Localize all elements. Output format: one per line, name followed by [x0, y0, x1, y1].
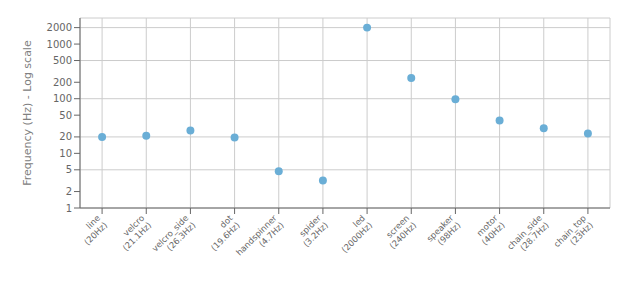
svg-text:5: 5: [66, 164, 72, 175]
svg-text:screen(240Hz): screen(240Hz): [380, 213, 418, 251]
svg-text:velcro_side(26.3Hz): velcro_side(26.3Hz): [150, 213, 198, 261]
svg-text:chain_side(28.7Hz): chain_side(28.7Hz): [505, 213, 551, 259]
svg-text:500: 500: [53, 55, 72, 66]
svg-text:speaker(98Hz): speaker(98Hz): [425, 213, 463, 251]
svg-text:10: 10: [59, 148, 72, 159]
svg-text:Frequency (Hz) - Log scale: Frequency (Hz) - Log scale: [21, 40, 34, 186]
svg-text:line(20Hz): line(20Hz): [75, 213, 109, 247]
svg-text:chain_top(23Hz): chain_top(23Hz): [552, 213, 595, 256]
svg-text:2: 2: [66, 186, 72, 197]
svg-text:1: 1: [66, 203, 72, 214]
svg-text:handspinner(4.7Hz): handspinner(4.7Hz): [234, 213, 286, 265]
svg-text:led(2000Hz): led(2000Hz): [332, 213, 374, 255]
svg-text:dot(19.6Hz): dot(19.6Hz): [202, 212, 242, 252]
svg-text:200: 200: [53, 77, 72, 88]
svg-text:100: 100: [53, 93, 72, 104]
svg-text:velcro(21.1Hz): velcro(21.1Hz): [113, 213, 153, 253]
svg-text:motor(40Hz): motor(40Hz): [472, 213, 507, 248]
svg-text:2000: 2000: [47, 22, 72, 33]
svg-text:1000: 1000: [47, 39, 72, 50]
svg-text:spider(3.2Hz): spider(3.2Hz): [294, 213, 330, 249]
svg-text:20: 20: [59, 131, 72, 142]
svg-text:50: 50: [59, 110, 72, 121]
